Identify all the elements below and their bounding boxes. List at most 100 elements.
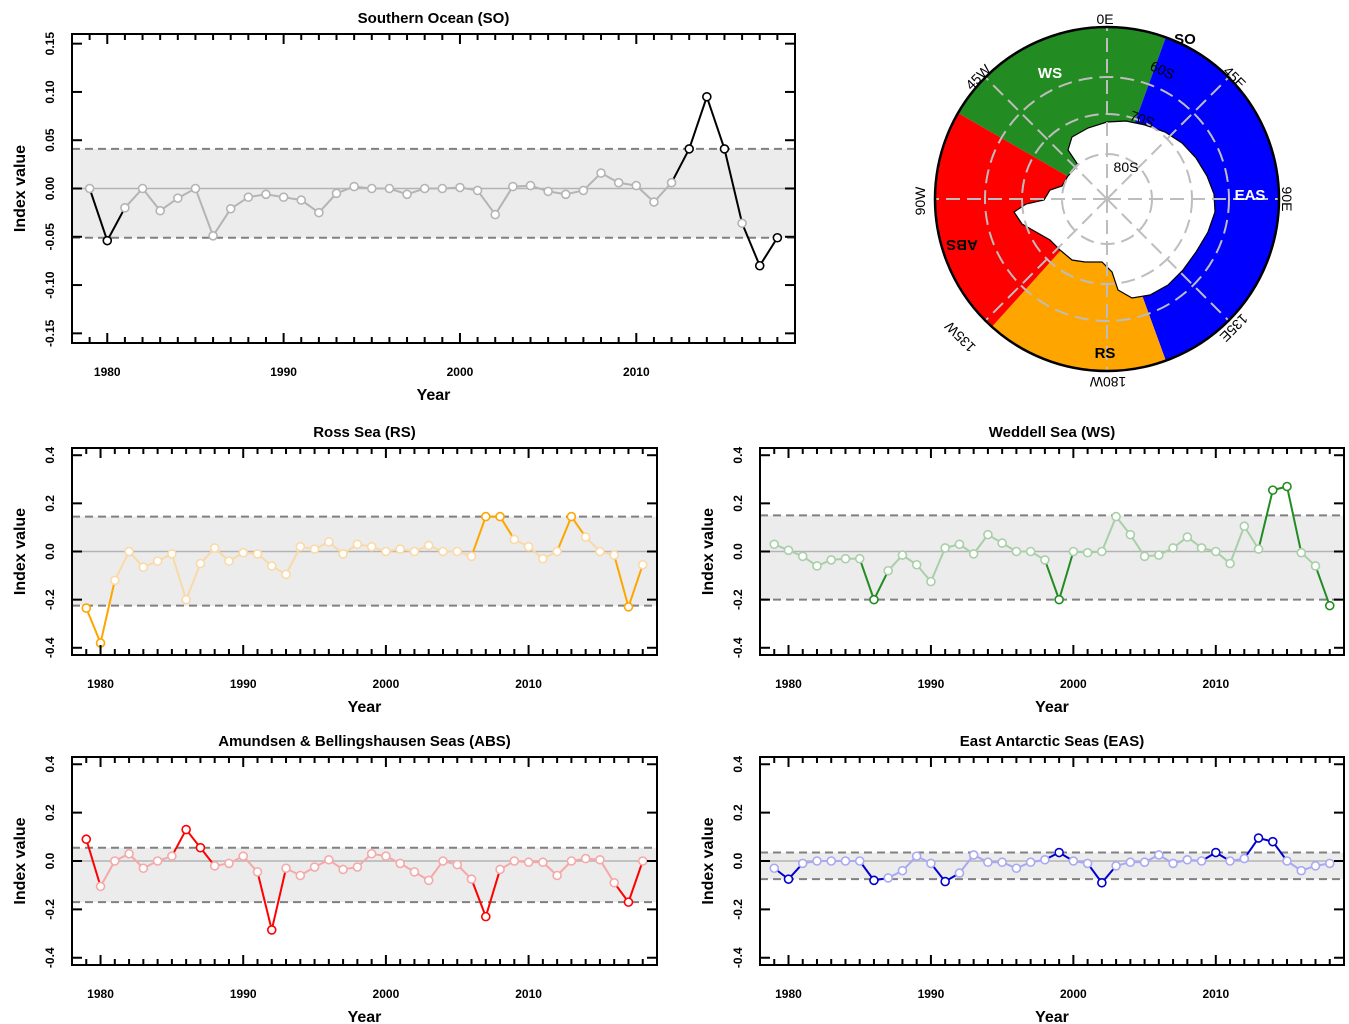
antarctica-landmass [1013, 120, 1216, 299]
x-tick-label: 1990 [230, 677, 257, 691]
x-tick-label: 1980 [87, 987, 114, 1001]
data-point [138, 562, 149, 572]
x-tick-label: 2000 [373, 987, 400, 1001]
data-point [437, 183, 448, 194]
data-point [1296, 865, 1307, 876]
data-point [637, 856, 648, 866]
data-point [1239, 853, 1250, 864]
data-point [495, 511, 505, 522]
chart-title: Southern Ocean (SO) [358, 10, 510, 27]
meridian-line [1106, 71, 1235, 200]
series-segment [688, 96, 708, 150]
data-point [940, 876, 950, 887]
series-segment [85, 838, 102, 887]
series-segment [613, 554, 630, 608]
data-point [95, 881, 106, 892]
data-point [281, 863, 291, 874]
data-point [1068, 546, 1079, 557]
y-tick-label: 0.15 [43, 32, 57, 56]
data-point [566, 511, 577, 522]
series-segment [99, 580, 116, 644]
x-tick-label: 1980 [775, 677, 802, 691]
data-point [968, 549, 979, 559]
data-point [472, 185, 483, 196]
series-segment [212, 208, 232, 237]
data-point [797, 858, 808, 869]
data-point [983, 529, 993, 540]
data-point [224, 858, 234, 869]
y-tick-label: 0.0 [731, 543, 745, 560]
threshold-band [72, 847, 657, 903]
y-tick-label: 0.4 [43, 447, 57, 464]
data-point [538, 857, 548, 868]
data-point [772, 232, 783, 243]
data-point [1139, 551, 1150, 562]
data-point [252, 867, 263, 877]
data-point [1324, 600, 1335, 611]
series-segment [484, 869, 502, 917]
data-point [1040, 555, 1050, 565]
y-tick-label: -0.2 [43, 589, 57, 610]
data-point [181, 824, 191, 835]
data-point [595, 854, 605, 865]
data-point [208, 231, 218, 241]
data-point [578, 185, 589, 196]
data-point [452, 546, 463, 557]
data-point [1182, 854, 1193, 865]
y-tick-label: -0.4 [731, 637, 745, 658]
chart-title: East Antarctic Seas (EAS) [960, 733, 1145, 750]
data-point [381, 546, 391, 557]
data-point [1068, 856, 1079, 866]
series-segment [494, 186, 514, 216]
series-segment [1100, 516, 1118, 552]
data-point [560, 189, 571, 200]
data-point [1282, 481, 1292, 492]
data-point [552, 546, 562, 557]
data-point [352, 539, 363, 550]
data-point [596, 168, 606, 178]
y-tick-label: -0.4 [731, 947, 745, 968]
lon-label-90w: 90W [912, 186, 928, 216]
data-point [238, 851, 249, 861]
data-point [309, 544, 320, 554]
data-point [566, 856, 577, 866]
series-segment [1314, 565, 1331, 606]
data-point [324, 537, 334, 547]
data-point [854, 856, 865, 866]
x-tick-label: 2010 [1202, 677, 1229, 691]
data-point [609, 877, 619, 888]
data-point [637, 559, 648, 570]
data-point [552, 870, 562, 881]
x-tick-label: 1980 [94, 365, 121, 379]
data-point [266, 561, 277, 571]
data-point [195, 558, 206, 569]
data-point [702, 91, 712, 102]
data-point [466, 874, 477, 884]
data-point [225, 203, 236, 214]
y-tick-label: 0.10 [43, 80, 57, 104]
data-point [1168, 543, 1178, 553]
x-tick-label: 2010 [1202, 987, 1229, 1001]
data-point [783, 874, 794, 884]
data-point [869, 875, 879, 886]
threshold-band [72, 516, 657, 606]
data-point [523, 857, 534, 868]
x-tick-label: 1990 [918, 987, 945, 1001]
y-tick-label: 0.0 [731, 852, 745, 869]
data-point [278, 192, 289, 202]
data-point [338, 864, 348, 875]
data-point [543, 186, 553, 197]
meridian-line [1106, 198, 1235, 327]
data-point [854, 553, 865, 564]
data-point [1097, 877, 1107, 888]
data-point [209, 543, 220, 553]
x-tick-label: 2010 [623, 365, 650, 379]
data-point [167, 851, 177, 861]
y-axis-label: Index value [12, 817, 29, 904]
series-segment [476, 189, 497, 216]
data-point [352, 862, 363, 872]
southern-ocean-panel: 1980 1990 2000 2010 -0.15 -0.10 -0.05 0.00 0.05 0… [12, 10, 796, 404]
data-point [384, 183, 395, 194]
data-point [295, 541, 306, 552]
data-point [81, 834, 92, 845]
